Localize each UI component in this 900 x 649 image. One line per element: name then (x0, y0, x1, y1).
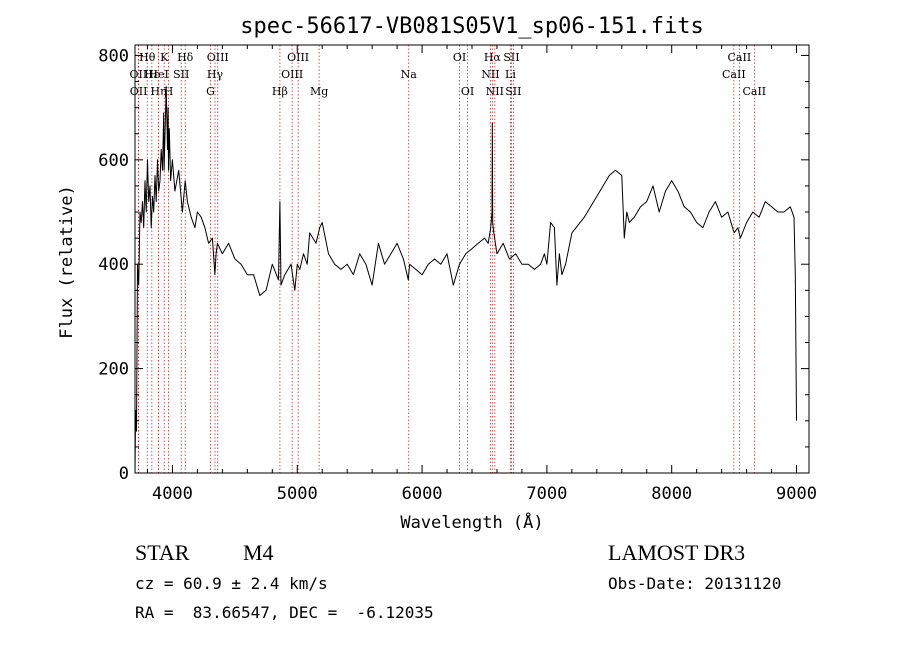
line-label-7: HeI (148, 68, 168, 81)
line-label-5: K (160, 51, 169, 64)
line-label-24: Li (505, 68, 516, 81)
line-label-11: Hγ (207, 68, 224, 81)
x-tick-label-5000: 5000 (277, 484, 318, 504)
line-label-18: OI (453, 51, 466, 64)
y-tick-label-0: 0 (119, 464, 129, 484)
spectrum-chart: spec-56617-VB081S05V1_sp06-151.fits Hθ OI… (57, 14, 817, 533)
x-tick-label-4000: 4000 (152, 484, 193, 504)
line-label-3: Hε (144, 68, 160, 81)
series-line-spectrum (134, 86, 797, 474)
line-label-10: OIII (207, 51, 229, 64)
y-tick-label-400: 400 (98, 255, 129, 275)
line-label-26: CaII (728, 51, 752, 64)
line-label-27: CaII (722, 68, 746, 81)
redshift-text: cz = 60.9 ± 2.4 km/s (135, 574, 328, 593)
line-label-2: OII (130, 85, 148, 98)
chart-title: spec-56617-VB081S05V1_sp06-151.fits (240, 14, 704, 39)
line-label-25: SII (505, 85, 521, 98)
x-axis-label: Wavelength (Å) (400, 511, 543, 533)
line-label-0: Hθ (139, 51, 156, 64)
y-tick-label-600: 600 (98, 151, 129, 171)
line-label-12: G (206, 85, 215, 98)
x-tick-label-8000: 8000 (651, 484, 692, 504)
line-label-21: NII (481, 68, 499, 81)
line-label-17: Na (401, 68, 418, 81)
x-tick-label-9000: 9000 (776, 484, 817, 504)
line-label-22: NII (486, 85, 504, 98)
y-tick-label-800: 800 (98, 46, 129, 66)
line-label-14: OIII (287, 51, 309, 64)
line-label-28: CaII (742, 85, 766, 98)
line-label-9: Hδ (177, 51, 194, 64)
line-label-19: OI (461, 85, 474, 98)
y-axis-label: Flux (relative) (57, 185, 77, 339)
object-class: STAR (135, 540, 190, 565)
line-label-6: H (164, 85, 174, 98)
axis-ticks: 4000 5000 6000 7000 8000 9000 0 200 400 600 800 (98, 45, 817, 504)
line-label-8: SII (173, 68, 189, 81)
x-tick-label-6000: 6000 (402, 484, 443, 504)
obs-date: Obs-Date: 20131120 (608, 574, 782, 593)
x-tick-label-7000: 7000 (526, 484, 567, 504)
object-subclass: M4 (243, 540, 274, 565)
series-layer (134, 86, 797, 474)
survey-name: LAMOST DR3 (608, 540, 746, 565)
line-label-15: OIII (281, 68, 303, 81)
line-label-16: Mg (310, 85, 328, 98)
coordinates-text: RA = 83.66547, DEC = -6.12035 (135, 603, 434, 622)
line-label-23: SII (503, 51, 519, 64)
plot-frame (134, 44, 810, 474)
y-tick-label-200: 200 (98, 360, 129, 380)
line-label-13: Hβ (272, 85, 288, 98)
line-label-20: Hα (484, 51, 502, 64)
